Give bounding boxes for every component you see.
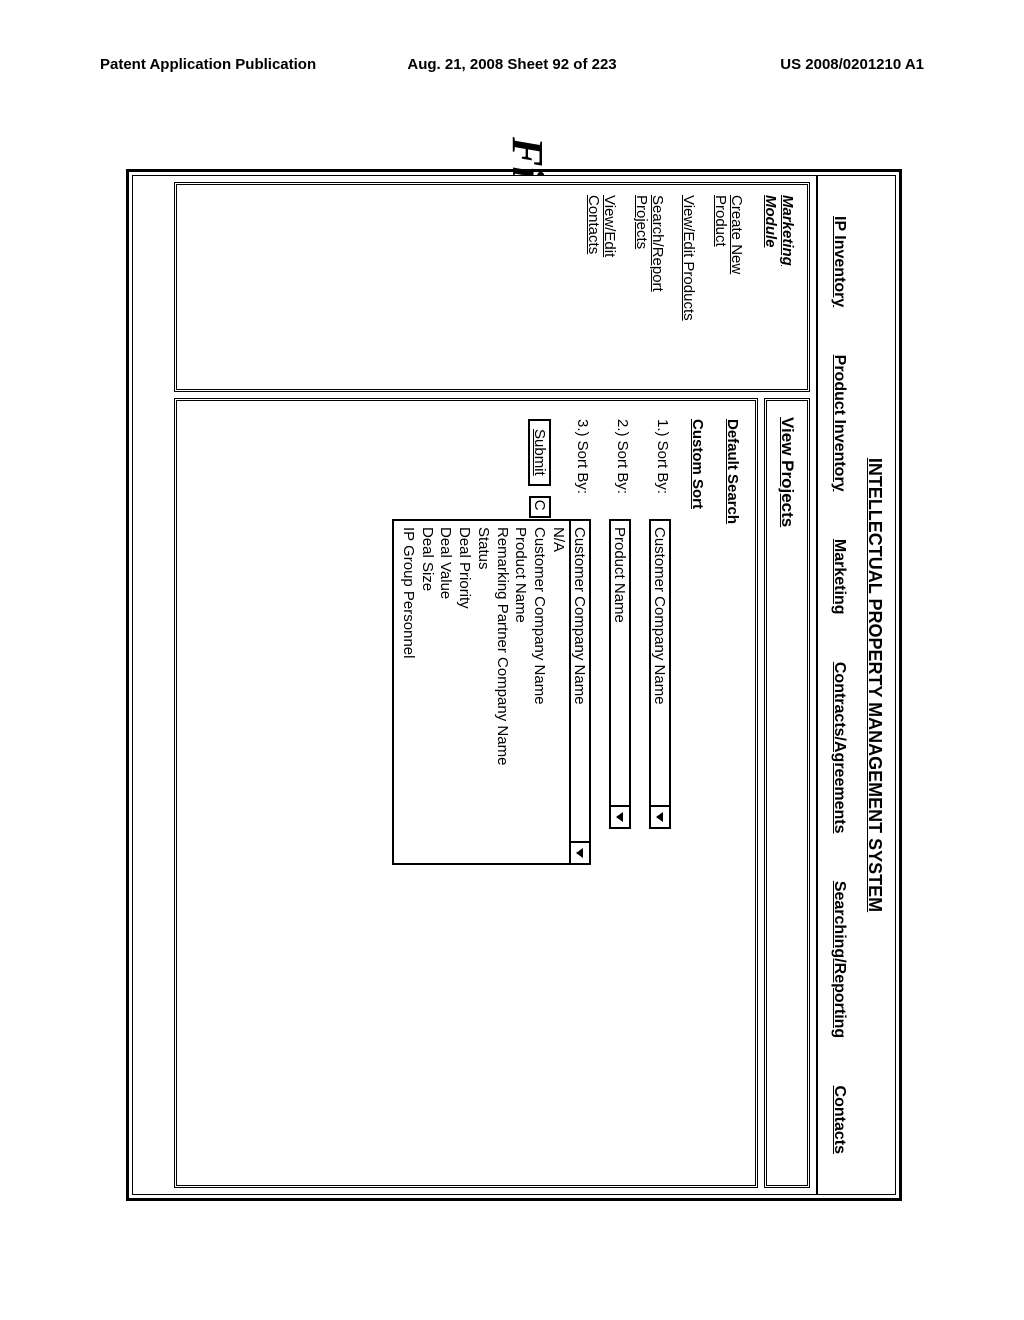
sidebar-title-line1: Marketing	[779, 195, 796, 266]
view-projects-header[interactable]: View Projects	[764, 398, 810, 1188]
dropdown-option[interactable]: Deal Value	[436, 527, 455, 857]
sidebar-item-label: Projects	[633, 195, 650, 249]
app-window: INTELLECTUAL PROPERTY MANAGEMENT SYSTEM …	[132, 175, 896, 1195]
sort1-value: Customer Company Name	[652, 527, 669, 705]
dropdown-option[interactable]: N/A	[548, 527, 567, 857]
dropdown-option[interactable]: Remarking Partner Company Name	[492, 527, 511, 857]
clear-button[interactable]: C	[529, 496, 551, 518]
body-area: Marketing Module Create New Product View…	[168, 176, 816, 1194]
sidebar-item-label: Create New	[728, 195, 745, 274]
dropdown-arrow-icon[interactable]	[651, 805, 669, 827]
main-body: Default Search Custom Sort 1.) Sort By: …	[174, 398, 758, 1188]
sidebar-title-line2: Module	[763, 195, 780, 248]
custom-sort-link[interactable]: Custom Sort	[689, 419, 706, 1167]
sort-row-1: 1.) Sort By: Customer Company Name	[649, 419, 671, 1167]
sort3-dropdown-list: N/A Customer Company Name Product Name R…	[392, 519, 569, 865]
sidebar-item-label: View/Edit	[601, 195, 618, 257]
sort-row-2: 2.) Sort By: Product Name	[609, 419, 631, 1167]
sidebar-item-view-edit-contacts[interactable]: View/Edit Contacts	[586, 195, 618, 379]
sort2-dropdown[interactable]: Product Name	[609, 519, 631, 829]
nav-ip-inventory[interactable]: IP Inventory	[830, 216, 848, 307]
sidebar: Marketing Module Create New Product View…	[174, 182, 810, 392]
nav-product-inventory[interactable]: Product Inventory	[830, 355, 848, 492]
nav-searching-reporting[interactable]: Searching/Reporting	[830, 881, 848, 1038]
sort2-label: 2.) Sort By:	[614, 419, 631, 519]
dropdown-option[interactable]: IP Group Personnel	[398, 527, 417, 857]
dropdown-arrow-icon[interactable]	[611, 805, 629, 827]
sort2-value: Product Name	[612, 527, 629, 623]
dropdown-option[interactable]: Deal Size	[417, 527, 436, 857]
dropdown-option[interactable]: Status	[473, 527, 492, 857]
nav-contracts-agreements[interactable]: Contracts/Agreements	[830, 662, 848, 834]
dropdown-option[interactable]: Product Name	[511, 527, 530, 857]
figure-container: Fig.92 INTELLECTUAL PROPERTY MANAGEMENT …	[118, 145, 908, 1205]
sidebar-item-label: Search/Report	[649, 195, 666, 292]
sort3-dropdown[interactable]: Customer Company Name N/A Customer Compa…	[569, 519, 591, 865]
sort-row-3: 3.) Sort By: Customer Company Name N/A C…	[569, 419, 591, 1167]
dropdown-arrow-icon[interactable]	[571, 841, 589, 863]
top-nav: IP Inventory Product Inventory Marketing…	[818, 176, 858, 1194]
main-area: View Projects Default Search Custom Sort…	[174, 398, 810, 1188]
sort1-label: 1.) Sort By:	[654, 419, 671, 519]
header-right: US 2008/0201210 A1	[780, 56, 924, 73]
sidebar-item-search-report-projects[interactable]: Search/Report Projects	[633, 195, 665, 379]
sidebar-item-label: Contacts	[586, 195, 603, 254]
nav-contacts[interactable]: Contacts	[830, 1086, 848, 1154]
sidebar-title: Marketing Module	[762, 195, 795, 379]
dropdown-option[interactable]: Customer Company Name	[530, 527, 549, 857]
dropdown-option[interactable]: Deal Priority	[455, 527, 474, 857]
sidebar-item-create-new-product[interactable]: Create New Product	[713, 195, 745, 379]
sort1-dropdown[interactable]: Customer Company Name	[649, 519, 671, 829]
default-search-link[interactable]: Default Search	[724, 419, 741, 1167]
sidebar-item-view-edit-products[interactable]: View/Edit Products	[681, 195, 697, 379]
nav-divider	[816, 176, 818, 1194]
nav-marketing[interactable]: Marketing	[830, 539, 848, 615]
submit-button[interactable]: Submit	[528, 419, 551, 486]
sort3-label: 3.) Sort By:	[574, 419, 591, 519]
system-title: INTELLECTUAL PROPERTY MANAGEMENT SYSTEM	[858, 176, 895, 1194]
sort3-value: Customer Company Name	[572, 527, 589, 705]
sidebar-item-label: Product	[712, 195, 729, 247]
